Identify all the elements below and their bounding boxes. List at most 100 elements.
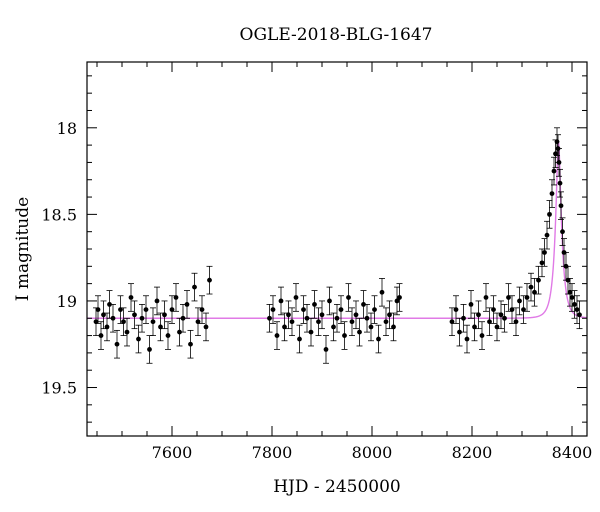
data-point xyxy=(315,307,322,336)
data-point xyxy=(124,317,130,347)
data-point xyxy=(266,304,273,333)
data-point xyxy=(150,307,156,336)
x-tick-label: 8400 xyxy=(552,443,593,462)
data-point xyxy=(114,329,120,359)
data-point xyxy=(131,300,138,330)
data-point xyxy=(356,317,363,347)
data-point xyxy=(345,283,352,312)
data-point xyxy=(128,283,134,312)
data-point xyxy=(120,307,127,336)
y-axis-label: I magnitude xyxy=(13,197,33,301)
data-point xyxy=(184,290,190,319)
data-point xyxy=(513,307,519,336)
data-point xyxy=(375,324,382,354)
data-point xyxy=(308,317,314,347)
data-point xyxy=(104,312,110,342)
data-point xyxy=(574,295,580,324)
data-point xyxy=(165,321,171,350)
data-point xyxy=(490,295,497,324)
data-point xyxy=(544,220,550,250)
data-point xyxy=(483,283,489,312)
data-point xyxy=(195,307,201,336)
x-tick-label: 8200 xyxy=(452,443,493,462)
data-point xyxy=(371,295,378,324)
data-point xyxy=(117,295,124,324)
data-point xyxy=(289,307,295,336)
data-point xyxy=(479,321,485,350)
data-point xyxy=(541,238,548,267)
data-point xyxy=(93,307,99,336)
data-point xyxy=(576,300,583,330)
y-tick-label: 18.5 xyxy=(41,205,77,224)
data-point xyxy=(326,286,333,316)
data-point xyxy=(154,286,160,316)
data-point xyxy=(535,265,542,295)
data-point xyxy=(300,295,307,324)
data-point xyxy=(296,324,303,354)
data-point xyxy=(546,200,553,229)
data-point xyxy=(330,312,337,342)
data-point xyxy=(394,286,400,316)
data-point xyxy=(203,312,209,342)
data-point xyxy=(293,283,299,312)
data-point xyxy=(135,324,142,354)
data-point xyxy=(199,295,205,324)
data-point xyxy=(475,300,482,330)
data-point xyxy=(173,283,179,312)
y-tick-label: 18 xyxy=(57,119,77,138)
data-point xyxy=(468,290,474,319)
data-point xyxy=(460,304,467,333)
data-point xyxy=(559,217,566,246)
x-tick-label: 8000 xyxy=(352,443,393,462)
data-point xyxy=(169,295,175,324)
data-point xyxy=(531,278,538,307)
data-point xyxy=(456,317,463,347)
plot-area xyxy=(87,127,588,364)
data-point xyxy=(449,307,455,336)
data-point xyxy=(338,295,344,324)
data-point xyxy=(551,156,557,186)
y-tick-label: 19.5 xyxy=(41,379,77,398)
data-point xyxy=(281,312,288,342)
data-point xyxy=(143,295,149,324)
data-point xyxy=(319,300,325,330)
data-point xyxy=(161,300,168,330)
x-tick-label: 7800 xyxy=(252,443,293,462)
data-point xyxy=(157,312,164,342)
data-point xyxy=(557,168,563,198)
data-point xyxy=(571,290,578,319)
data-point xyxy=(509,295,515,324)
data-point xyxy=(191,272,198,302)
data-point xyxy=(285,300,292,330)
data-point xyxy=(528,272,534,302)
data-point xyxy=(453,295,459,324)
plot-frame xyxy=(86,61,588,437)
data-point xyxy=(386,300,393,330)
data-point xyxy=(270,295,276,324)
data-point xyxy=(501,304,508,333)
data-point xyxy=(278,286,284,316)
x-tick-label: 7600 xyxy=(152,443,193,462)
data-point xyxy=(334,304,340,333)
data-point xyxy=(368,312,374,342)
data-point xyxy=(396,283,403,312)
data-point xyxy=(471,312,478,342)
data-point xyxy=(569,283,575,312)
data-point xyxy=(353,300,359,330)
data-point xyxy=(323,335,329,364)
chart-title: OGLE-2018-BLG-1647 xyxy=(240,25,433,45)
data-point xyxy=(390,312,397,342)
data-point xyxy=(341,321,348,350)
data-point xyxy=(100,300,107,330)
data-point xyxy=(520,295,527,324)
data-point xyxy=(498,300,504,330)
y-tick-label: 19 xyxy=(57,292,77,311)
data-point xyxy=(206,265,213,295)
data-point xyxy=(516,286,523,316)
data-point xyxy=(110,304,116,333)
y-axis: 18 18.5 19 19.5 xyxy=(41,75,587,423)
data-point xyxy=(556,148,562,177)
data-point xyxy=(524,283,530,312)
data-point xyxy=(139,304,145,333)
